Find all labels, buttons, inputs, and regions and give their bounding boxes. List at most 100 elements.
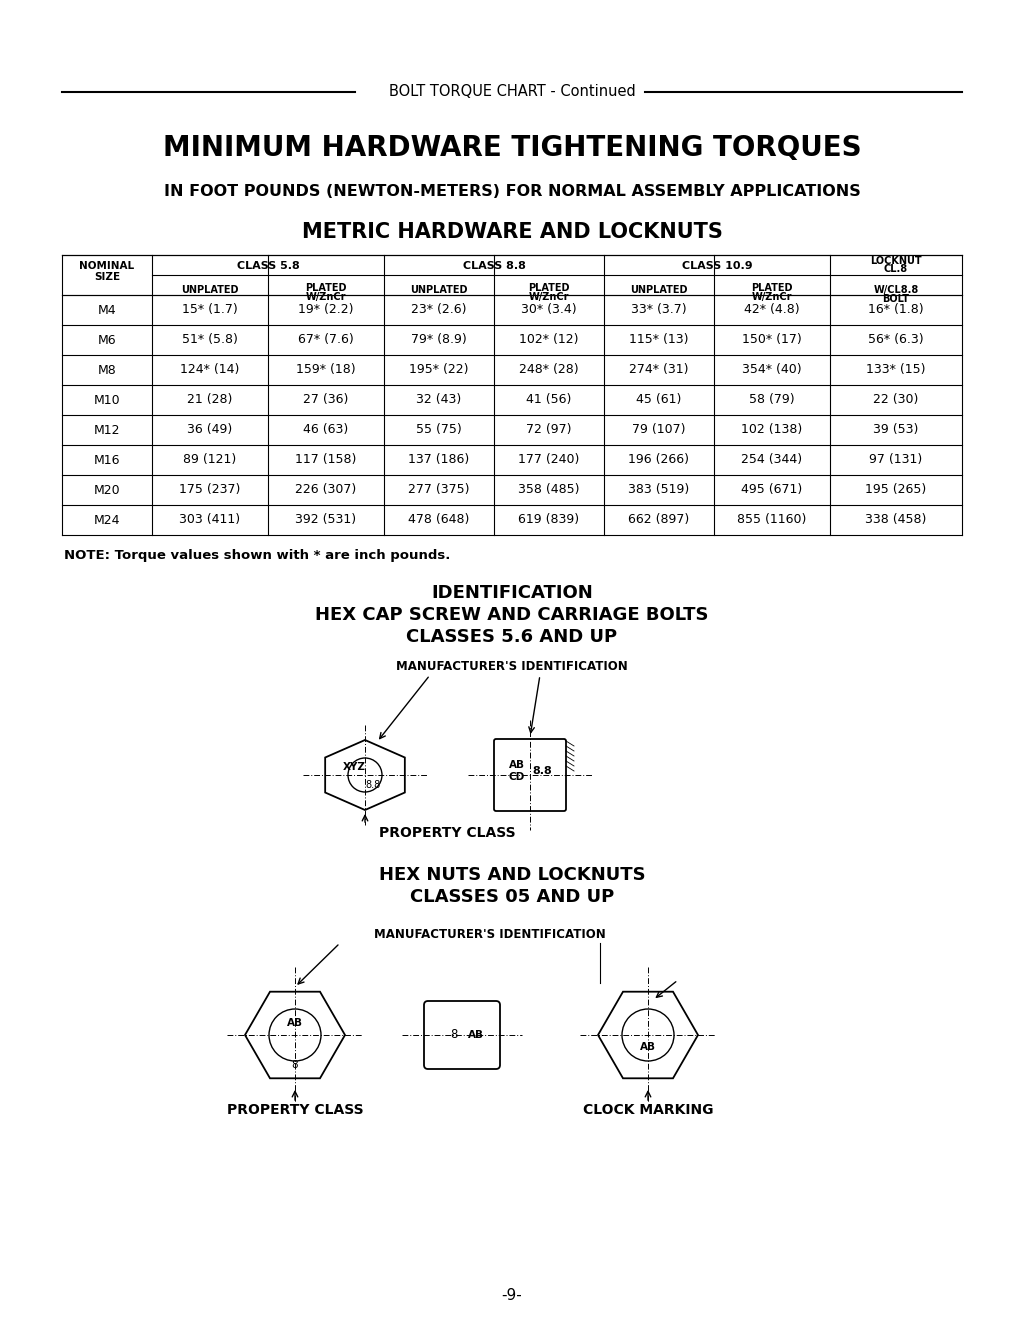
Text: LOCKNUT: LOCKNUT: [870, 256, 922, 266]
Text: XYZ: XYZ: [342, 762, 366, 772]
Text: PROPERTY CLASS: PROPERTY CLASS: [379, 825, 516, 840]
Text: AB: AB: [287, 1018, 303, 1028]
Text: 15* (1.7): 15* (1.7): [182, 303, 238, 317]
Text: 495 (671): 495 (671): [741, 484, 803, 497]
Text: NOTE: Torque values shown with * are inch pounds.: NOTE: Torque values shown with * are inc…: [63, 549, 451, 562]
Text: 102* (12): 102* (12): [519, 334, 579, 347]
Text: 67* (7.6): 67* (7.6): [298, 334, 354, 347]
Text: 55 (75): 55 (75): [416, 424, 462, 436]
Text: PLATED: PLATED: [528, 284, 569, 293]
Text: 36 (49): 36 (49): [187, 424, 232, 436]
Text: 22 (30): 22 (30): [873, 394, 919, 407]
Text: METRIC HARDWARE AND LOCKNUTS: METRIC HARDWARE AND LOCKNUTS: [301, 223, 723, 242]
Text: MANUFACTURER'S IDENTIFICATION: MANUFACTURER'S IDENTIFICATION: [396, 660, 628, 673]
Text: 117 (158): 117 (158): [295, 453, 356, 466]
Text: IN FOOT POUNDS (NEWTON-METERS) FOR NORMAL ASSEMBLY APPLICATIONS: IN FOOT POUNDS (NEWTON-METERS) FOR NORMA…: [164, 184, 860, 200]
Text: CLOCK MARKING: CLOCK MARKING: [583, 1102, 714, 1117]
Text: 383 (519): 383 (519): [629, 484, 689, 497]
Text: 478 (648): 478 (648): [409, 514, 470, 526]
Text: CL.8: CL.8: [884, 264, 908, 274]
Text: 177 (240): 177 (240): [518, 453, 580, 466]
Text: 33* (3.7): 33* (3.7): [631, 303, 687, 317]
Text: CLASSES 5.6 AND UP: CLASSES 5.6 AND UP: [407, 628, 617, 647]
Text: 42* (4.8): 42* (4.8): [744, 303, 800, 317]
Text: 175 (237): 175 (237): [179, 484, 241, 497]
Text: -9-: -9-: [502, 1288, 522, 1302]
Text: 274* (31): 274* (31): [630, 363, 689, 376]
Text: 619 (839): 619 (839): [518, 514, 580, 526]
Text: 102 (138): 102 (138): [741, 424, 803, 436]
Text: BOLT TORQUE CHART - Continued: BOLT TORQUE CHART - Continued: [389, 85, 635, 99]
Text: 16* (1.8): 16* (1.8): [868, 303, 924, 317]
Text: 195 (265): 195 (265): [865, 484, 927, 497]
Text: MANUFACTURER'S IDENTIFICATION: MANUFACTURER'S IDENTIFICATION: [374, 929, 606, 942]
Text: MINIMUM HARDWARE TIGHTENING TORQUES: MINIMUM HARDWARE TIGHTENING TORQUES: [163, 134, 861, 162]
Text: 133* (15): 133* (15): [866, 363, 926, 376]
Text: 19* (2.2): 19* (2.2): [298, 303, 353, 317]
Text: M6: M6: [97, 334, 117, 347]
Text: 97 (131): 97 (131): [869, 453, 923, 466]
Text: 855 (1160): 855 (1160): [737, 514, 807, 526]
Text: 72 (97): 72 (97): [526, 424, 571, 436]
Text: W/ZnCr: W/ZnCr: [306, 292, 346, 302]
Text: M10: M10: [93, 394, 120, 407]
Text: 8.8: 8.8: [532, 766, 552, 776]
Text: 662 (897): 662 (897): [629, 514, 689, 526]
Text: PLATED: PLATED: [752, 284, 793, 293]
Text: 41 (56): 41 (56): [526, 394, 571, 407]
Text: 79* (8.9): 79* (8.9): [411, 334, 467, 347]
Text: AB: AB: [640, 1041, 656, 1052]
Text: 56* (6.3): 56* (6.3): [868, 334, 924, 347]
Text: 254 (344): 254 (344): [741, 453, 803, 466]
Text: M4: M4: [97, 303, 117, 317]
Text: UNPLATED: UNPLATED: [411, 285, 468, 295]
Text: 39 (53): 39 (53): [873, 424, 919, 436]
Text: 124* (14): 124* (14): [180, 363, 240, 376]
Text: M24: M24: [94, 514, 120, 526]
Text: 303 (411): 303 (411): [179, 514, 241, 526]
Text: 21 (28): 21 (28): [187, 394, 232, 407]
Text: PLATED: PLATED: [305, 284, 347, 293]
Text: W/CL8.8: W/CL8.8: [873, 285, 919, 295]
Text: 23* (2.6): 23* (2.6): [412, 303, 467, 317]
Text: 226 (307): 226 (307): [295, 484, 356, 497]
Text: CLASS 5.8: CLASS 5.8: [237, 261, 299, 272]
Text: 338 (458): 338 (458): [865, 514, 927, 526]
Text: 137 (186): 137 (186): [409, 453, 470, 466]
Text: W/ZnCr: W/ZnCr: [528, 292, 569, 302]
Text: PROPERTY CLASS: PROPERTY CLASS: [226, 1102, 364, 1117]
Text: W/ZnCr: W/ZnCr: [752, 292, 793, 302]
Text: 248* (28): 248* (28): [519, 363, 579, 376]
Text: HEX CAP SCREW AND CARRIAGE BOLTS: HEX CAP SCREW AND CARRIAGE BOLTS: [315, 606, 709, 624]
Text: 32 (43): 32 (43): [417, 394, 462, 407]
Text: 27 (36): 27 (36): [303, 394, 349, 407]
Text: 51* (5.8): 51* (5.8): [182, 334, 238, 347]
Text: 30* (3.4): 30* (3.4): [521, 303, 577, 317]
Text: AB: AB: [509, 761, 525, 770]
Text: 277 (375): 277 (375): [409, 484, 470, 497]
Text: 79 (107): 79 (107): [632, 424, 686, 436]
Text: 196 (266): 196 (266): [629, 453, 689, 466]
Text: 45 (61): 45 (61): [636, 394, 682, 407]
Text: M16: M16: [94, 453, 120, 466]
Text: UNPLATED: UNPLATED: [630, 285, 688, 295]
Text: NOMINAL: NOMINAL: [80, 261, 134, 272]
Text: 46 (63): 46 (63): [303, 424, 348, 436]
Text: M20: M20: [93, 484, 120, 497]
Text: CD: CD: [509, 772, 525, 782]
Text: 89 (121): 89 (121): [183, 453, 237, 466]
Text: 159* (18): 159* (18): [296, 363, 355, 376]
Text: 58 (79): 58 (79): [750, 394, 795, 407]
Text: 195* (22): 195* (22): [410, 363, 469, 376]
Text: BOLT: BOLT: [883, 294, 909, 303]
Text: 8: 8: [451, 1028, 458, 1041]
Text: 358 (485): 358 (485): [518, 484, 580, 497]
Text: IDENTIFICATION: IDENTIFICATION: [431, 584, 593, 602]
Text: UNPLATED: UNPLATED: [181, 285, 239, 295]
Text: 354* (40): 354* (40): [742, 363, 802, 376]
Text: 392 (531): 392 (531): [296, 514, 356, 526]
Text: CLASS 10.9: CLASS 10.9: [682, 261, 753, 272]
Text: 115* (13): 115* (13): [630, 334, 689, 347]
Text: CLASS 8.8: CLASS 8.8: [463, 261, 525, 272]
Text: M8: M8: [97, 363, 117, 376]
